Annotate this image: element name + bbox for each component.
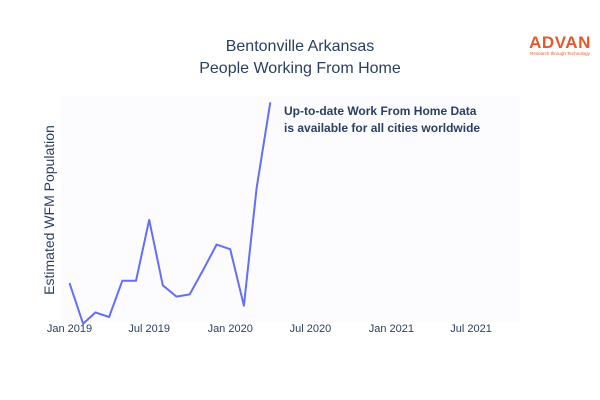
x-tick-label: Jan 2020 <box>208 323 253 335</box>
x-tick-label: Jan 2021 <box>369 323 414 335</box>
series-line <box>68 102 272 325</box>
advan-logo: ADVAN Research through Technology <box>529 33 591 56</box>
annotation-line-1: Up-to-date Work From Home Data <box>284 104 477 118</box>
plot-area <box>62 96 520 322</box>
x-tick-label: Jul 2019 <box>128 323 170 335</box>
y-axis-label: Estimated WFM Population <box>41 125 57 295</box>
logo-tagline: Research through Technology <box>530 51 590 56</box>
x-tick-label: Jul 2021 <box>450 323 492 335</box>
x-tick-label: Jul 2020 <box>290 323 332 335</box>
x-tick-label: Jan 2019 <box>47 323 92 335</box>
x-axis-ticks: Jan 2019 Jul 2019 Jan 2020 Jul 2020 Jan 2021… <box>47 323 492 335</box>
chart-title-line-1: Bentonville Arkansas <box>226 38 375 55</box>
annotation-line-2: is available for all cities worldwide <box>284 121 480 135</box>
logo-wordmark: ADVAN <box>529 33 591 52</box>
series-layer <box>68 102 272 325</box>
chart-title-line-2: People Working From Home <box>199 60 401 77</box>
